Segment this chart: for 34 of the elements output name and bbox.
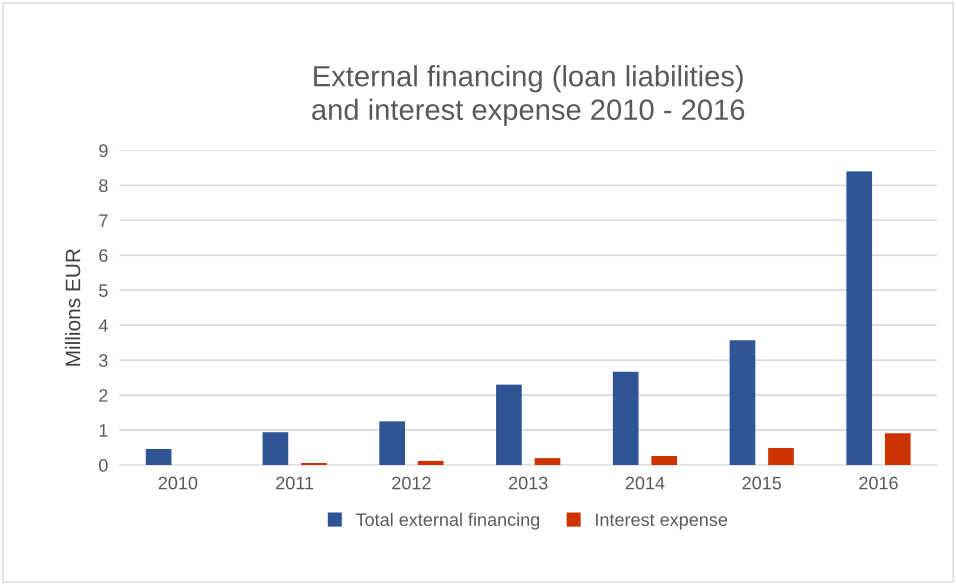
bar <box>651 456 678 466</box>
bar <box>496 384 522 466</box>
x-tick-label: 2015 <box>742 476 782 490</box>
chart-title: External financing (loan liabilities) and interest expense 2010 - 2016 <box>312 65 744 126</box>
x-tick-label: 2016 <box>859 476 898 490</box>
y-tick-label: 1 <box>100 424 108 437</box>
x-tick-label: 2011 <box>276 476 314 490</box>
bar <box>846 171 872 466</box>
bar <box>612 372 639 466</box>
y-tick-label: 9 <box>99 144 108 158</box>
y-tick-label: 3 <box>99 354 108 367</box>
legend-label: Total external financing <box>356 512 540 530</box>
bar <box>379 421 405 466</box>
y-tick-label: 6 <box>99 249 108 262</box>
bar <box>418 460 444 466</box>
y-tick-label: 2 <box>99 389 108 402</box>
bar <box>768 448 794 466</box>
x-tick-label: 2010 <box>158 476 198 490</box>
bar <box>534 458 560 466</box>
legend-label: Interest expense <box>596 513 728 530</box>
x-tick-label: 2014 <box>626 476 665 490</box>
bar <box>301 462 327 466</box>
bar <box>884 433 911 466</box>
y-axis-title: Millions EUR <box>65 249 80 366</box>
y-tick-label: 4 <box>98 319 108 332</box>
y-tick-label: 0 <box>99 459 108 472</box>
bar <box>146 448 172 466</box>
x-tick-label: 2012 <box>392 476 431 490</box>
y-tick-label: 7 <box>99 214 108 227</box>
bar <box>730 340 756 466</box>
y-tick-label: 8 <box>99 179 108 192</box>
y-tick-label: 5 <box>99 284 108 297</box>
bar <box>262 432 288 466</box>
x-tick-label: 2013 <box>509 476 548 490</box>
